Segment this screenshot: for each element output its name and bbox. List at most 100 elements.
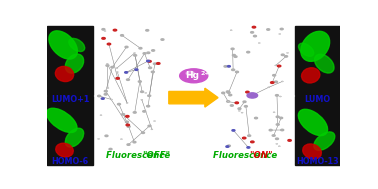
Circle shape [245,106,247,107]
Circle shape [276,124,279,125]
Circle shape [267,29,270,30]
Circle shape [268,87,270,88]
Circle shape [227,101,229,102]
Circle shape [98,95,101,97]
Circle shape [238,108,241,109]
Circle shape [101,98,104,99]
Circle shape [151,71,154,73]
Circle shape [247,147,250,148]
Circle shape [127,144,130,145]
Text: LUMO+1: LUMO+1 [51,95,89,104]
Circle shape [222,92,225,94]
Circle shape [106,65,109,66]
Circle shape [102,38,105,39]
Circle shape [135,69,138,70]
Circle shape [143,53,146,54]
Circle shape [276,95,279,96]
Circle shape [234,56,237,57]
Circle shape [116,72,118,73]
Circle shape [125,46,128,48]
Circle shape [281,54,284,56]
Circle shape [281,129,284,131]
Circle shape [122,114,125,115]
Circle shape [152,50,155,51]
Ellipse shape [69,38,85,52]
Circle shape [141,99,143,100]
Circle shape [118,103,121,105]
Text: Fluorescence: Fluorescence [213,151,280,160]
Circle shape [246,91,249,93]
Circle shape [227,92,230,93]
Text: Hg: Hg [186,71,200,80]
Circle shape [278,146,280,147]
Circle shape [239,110,240,111]
Circle shape [146,30,149,31]
Circle shape [273,112,275,113]
FancyArrow shape [169,88,218,107]
Circle shape [127,126,130,127]
Circle shape [235,71,239,73]
Text: "OFF": "OFF" [143,151,170,160]
Circle shape [287,52,288,53]
Bar [47,26,93,95]
Circle shape [243,137,246,139]
Circle shape [281,81,284,82]
Circle shape [279,33,281,34]
Text: HOMO-13: HOMO-13 [296,157,339,166]
Circle shape [279,96,281,97]
Ellipse shape [55,66,74,82]
Circle shape [247,51,250,53]
Text: "ON": "ON" [249,151,273,160]
Circle shape [280,117,283,119]
Circle shape [107,43,111,45]
Circle shape [121,139,122,140]
Circle shape [229,94,232,96]
Circle shape [276,138,279,139]
Circle shape [285,56,288,57]
Circle shape [276,143,278,144]
Circle shape [276,116,279,118]
Circle shape [148,125,151,127]
Ellipse shape [56,143,73,157]
Text: LUMO: LUMO [304,95,330,104]
Ellipse shape [65,54,84,73]
Circle shape [280,28,283,30]
Circle shape [235,102,239,104]
Circle shape [148,60,151,62]
Circle shape [241,112,243,113]
Circle shape [232,130,235,131]
Ellipse shape [302,68,320,83]
Circle shape [252,26,256,28]
Circle shape [247,93,257,98]
Ellipse shape [46,108,77,132]
Circle shape [271,82,274,83]
Bar [47,96,93,165]
Circle shape [180,69,208,83]
Circle shape [134,55,136,56]
Circle shape [224,66,227,67]
Circle shape [141,91,144,92]
Circle shape [100,115,102,116]
Circle shape [231,48,234,50]
Circle shape [102,29,105,30]
Circle shape [228,145,230,146]
Ellipse shape [314,54,334,73]
Circle shape [230,105,233,106]
Circle shape [273,75,276,76]
Ellipse shape [303,144,321,159]
Circle shape [254,35,256,37]
Circle shape [104,94,107,95]
Circle shape [149,67,152,69]
Ellipse shape [299,43,314,56]
Circle shape [243,101,246,102]
Circle shape [226,146,229,147]
Circle shape [151,129,153,130]
Circle shape [121,35,124,36]
Circle shape [269,129,272,131]
Circle shape [147,60,150,62]
Circle shape [125,121,129,123]
Circle shape [126,102,128,103]
Circle shape [116,68,118,69]
Circle shape [230,30,232,31]
Circle shape [104,91,107,92]
